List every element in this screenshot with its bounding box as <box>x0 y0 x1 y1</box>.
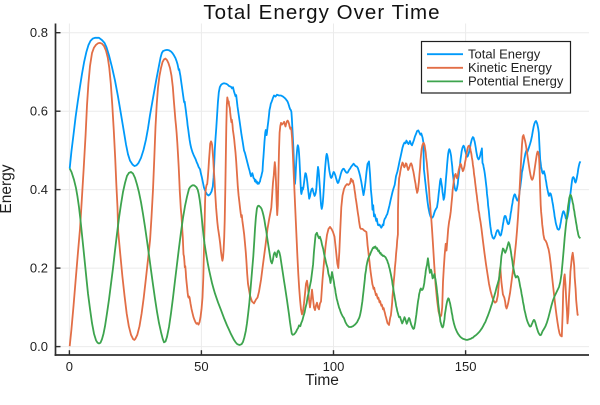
svg-text:Total Energy: Total Energy <box>468 46 541 61</box>
svg-text:Kinetic Energy: Kinetic Energy <box>468 60 552 75</box>
svg-text:0.4: 0.4 <box>30 182 48 197</box>
svg-text:0.2: 0.2 <box>30 261 48 276</box>
svg-text:Time: Time <box>305 372 339 389</box>
svg-text:Energy: Energy <box>0 164 15 213</box>
svg-text:0.8: 0.8 <box>30 25 48 40</box>
svg-text:0.0: 0.0 <box>30 339 48 354</box>
svg-text:50: 50 <box>194 359 208 374</box>
svg-text:0: 0 <box>66 359 73 374</box>
svg-text:0.6: 0.6 <box>30 104 48 119</box>
svg-text:Total Energy Over Time: Total Energy Over Time <box>203 1 440 24</box>
svg-text:100: 100 <box>323 359 345 374</box>
svg-text:Potential Energy: Potential Energy <box>468 74 564 89</box>
svg-text:150: 150 <box>455 359 477 374</box>
